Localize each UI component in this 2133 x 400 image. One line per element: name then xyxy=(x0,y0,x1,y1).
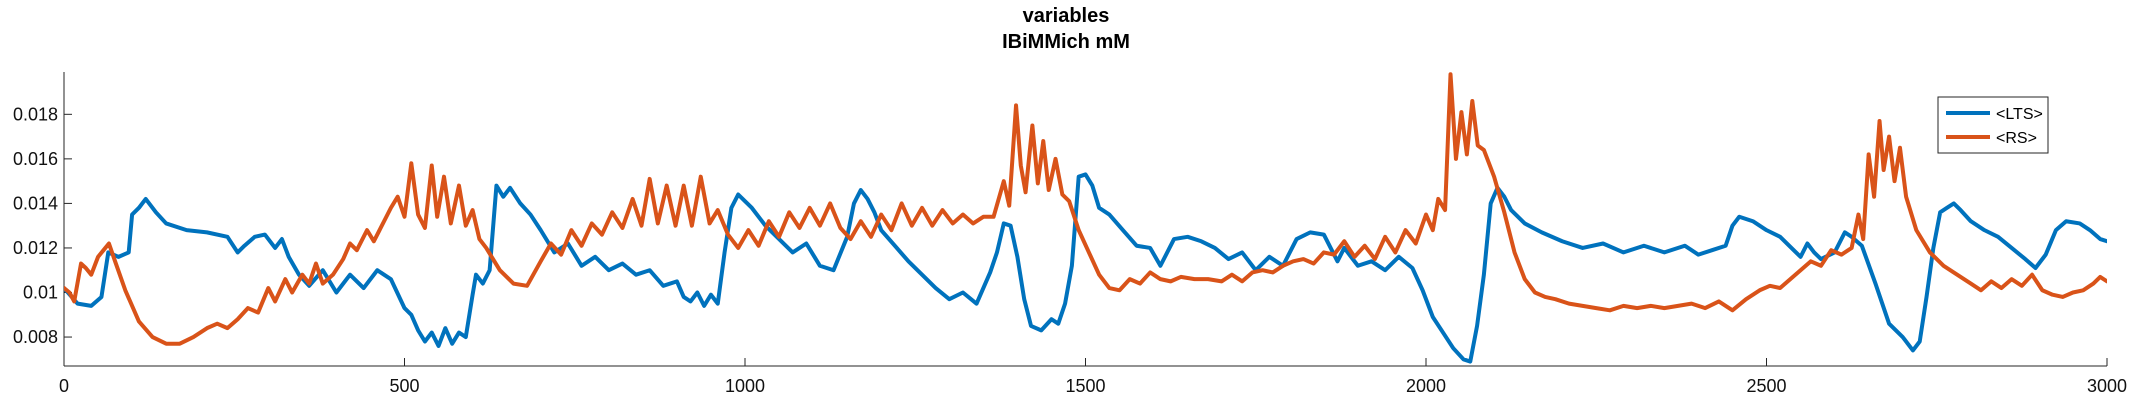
y-tick-label: 0.016 xyxy=(13,149,58,169)
y-tick-label: 0.018 xyxy=(13,104,58,124)
x-tick-label: 0 xyxy=(59,376,69,396)
x-tick-label: 500 xyxy=(389,376,419,396)
y-tick-label: 0.01 xyxy=(23,283,58,303)
y-tick-label: 0.012 xyxy=(13,238,58,258)
chart-subtitle: IBiMMich mM xyxy=(1002,31,1130,53)
x-tick-label: 2500 xyxy=(1746,376,1786,396)
legend-label: <RS> xyxy=(1996,130,2037,147)
plot-area: 0 500 1000 1500 2000 2500 3000 0.008 0.01 0.012 0.… xyxy=(13,72,2127,396)
legend-box xyxy=(1937,96,2049,154)
x-tick-label: 1000 xyxy=(725,376,765,396)
legend: <LTS> <RS> xyxy=(1937,96,2049,154)
chart-title: variables xyxy=(1023,5,1110,27)
x-tick-label: 1500 xyxy=(1065,376,1105,396)
legend-label: <LTS> xyxy=(1996,106,2043,123)
series-line-rs xyxy=(64,72,2107,346)
x-tick-label: 2000 xyxy=(1406,376,1446,396)
series-line-lts xyxy=(64,172,2107,364)
x-tick-label: 3000 xyxy=(2087,376,2127,396)
y-tick-label: 0.014 xyxy=(13,193,58,213)
y-tick-label: 0.008 xyxy=(13,327,58,347)
